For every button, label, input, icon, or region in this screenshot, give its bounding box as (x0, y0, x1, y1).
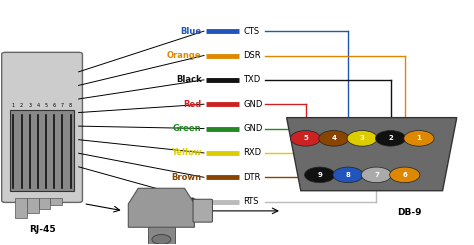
Text: 7: 7 (61, 103, 64, 108)
Text: Black: Black (176, 75, 201, 84)
Text: TXD: TXD (243, 75, 260, 84)
Text: 7: 7 (374, 172, 379, 178)
FancyBboxPatch shape (50, 198, 62, 205)
Text: Brown: Brown (172, 173, 201, 182)
Text: White: White (173, 197, 201, 206)
Text: 6: 6 (53, 103, 56, 108)
Text: 1: 1 (12, 103, 15, 108)
FancyBboxPatch shape (15, 198, 27, 218)
Text: 2: 2 (20, 103, 23, 108)
FancyBboxPatch shape (148, 225, 174, 244)
Text: DTR: DTR (243, 173, 261, 182)
Text: GND: GND (243, 124, 263, 133)
Text: 2: 2 (388, 135, 393, 141)
Text: 5: 5 (303, 135, 308, 141)
Circle shape (390, 167, 420, 183)
FancyBboxPatch shape (193, 199, 212, 222)
FancyBboxPatch shape (27, 198, 38, 213)
Circle shape (333, 167, 363, 183)
Polygon shape (287, 118, 457, 191)
Text: Blue: Blue (181, 27, 201, 36)
FancyBboxPatch shape (38, 198, 50, 209)
Text: Red: Red (183, 100, 201, 109)
Text: CTS: CTS (243, 27, 259, 36)
Circle shape (361, 167, 392, 183)
Text: DSR: DSR (243, 51, 261, 60)
Circle shape (347, 131, 377, 146)
FancyBboxPatch shape (1, 52, 82, 202)
Text: DB-9: DB-9 (397, 208, 422, 217)
Circle shape (152, 234, 171, 244)
Text: 3: 3 (360, 135, 365, 141)
Text: 8: 8 (346, 172, 350, 178)
Text: Orange: Orange (167, 51, 201, 60)
Text: 9: 9 (317, 172, 322, 178)
Text: RXD: RXD (243, 148, 261, 158)
Circle shape (291, 131, 320, 146)
Text: 5: 5 (45, 103, 48, 108)
Text: 4: 4 (331, 135, 337, 141)
Text: 8: 8 (69, 103, 72, 108)
Text: 3: 3 (28, 103, 31, 108)
Text: Yellow: Yellow (171, 148, 201, 158)
Text: RTS: RTS (243, 197, 259, 206)
Circle shape (319, 131, 349, 146)
Polygon shape (128, 188, 194, 227)
Circle shape (375, 131, 406, 146)
Text: RJ-45: RJ-45 (29, 225, 55, 234)
Text: 1: 1 (417, 135, 421, 141)
FancyBboxPatch shape (10, 110, 74, 191)
Text: 6: 6 (402, 172, 407, 178)
Text: 4: 4 (36, 103, 39, 108)
Text: Green: Green (173, 124, 201, 133)
Circle shape (305, 167, 335, 183)
Circle shape (404, 131, 434, 146)
Text: GND: GND (243, 100, 263, 109)
